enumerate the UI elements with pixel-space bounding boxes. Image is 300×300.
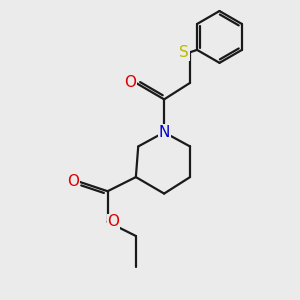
Text: O: O <box>68 174 80 189</box>
Text: S: S <box>179 45 189 60</box>
Text: O: O <box>107 214 119 229</box>
Text: O: O <box>124 75 136 90</box>
Text: N: N <box>158 125 170 140</box>
